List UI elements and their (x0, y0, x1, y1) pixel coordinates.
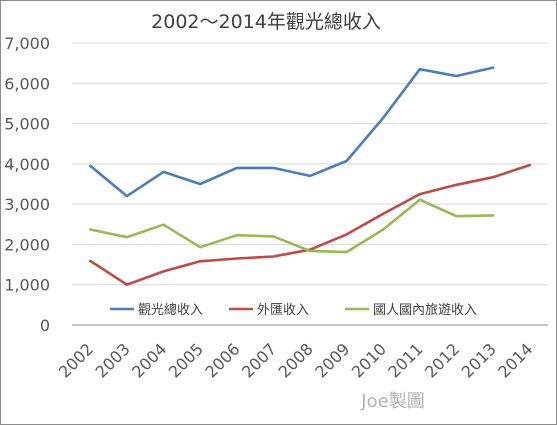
legend-label: 國人國內旅遊收入 (373, 303, 477, 318)
x-axis-ticks: 2002200320042005200620072008200920102011… (55, 339, 537, 381)
y-tick-label: 0 (40, 316, 50, 335)
series-line-2 (89, 163, 532, 287)
series-lines (89, 66, 532, 287)
y-tick-label: 2,000 (4, 235, 50, 254)
credit-text: Joe製圖 (360, 391, 424, 412)
gridlines (72, 42, 548, 326)
y-axis-ticks: 0 1,000 2,000 3,000 4,000 5,000 6,000 7,000 (4, 34, 50, 335)
x-tick-label: 2004 (128, 339, 170, 381)
series-line-1 (89, 66, 495, 198)
x-tick-label: 2002 (55, 339, 97, 381)
x-tick-label: 2011 (384, 339, 426, 381)
x-tick-label: 2013 (458, 339, 500, 381)
y-tick-label: 7,000 (4, 34, 50, 53)
x-tick-label: 2010 (348, 339, 390, 381)
legend-label: 觀光總收入 (138, 302, 203, 318)
x-tick-label: 2007 (238, 339, 280, 381)
y-tick-label: 6,000 (4, 74, 50, 93)
x-tick-label: 2012 (421, 339, 463, 381)
legend: 觀光總收入 外匯收入 國人國內旅遊收入 (110, 302, 477, 318)
legend-label: 外匯收入 (257, 303, 309, 318)
y-tick-label: 4,000 (4, 155, 50, 174)
x-tick-label: 2003 (92, 339, 134, 381)
x-tick-label: 2006 (201, 339, 243, 381)
x-tick-label: 2009 (311, 339, 353, 381)
x-tick-label: 2005 (165, 339, 207, 381)
y-tick-label: 5,000 (4, 115, 50, 134)
chart-title: 2002～2014年觀光總收入 (151, 11, 381, 33)
x-tick-label: 2008 (275, 339, 317, 381)
y-tick-label: 3,000 (4, 195, 50, 214)
y-tick-label: 1,000 (4, 276, 50, 295)
x-tick-label: 2014 (494, 339, 536, 381)
series-line-3 (89, 198, 495, 254)
